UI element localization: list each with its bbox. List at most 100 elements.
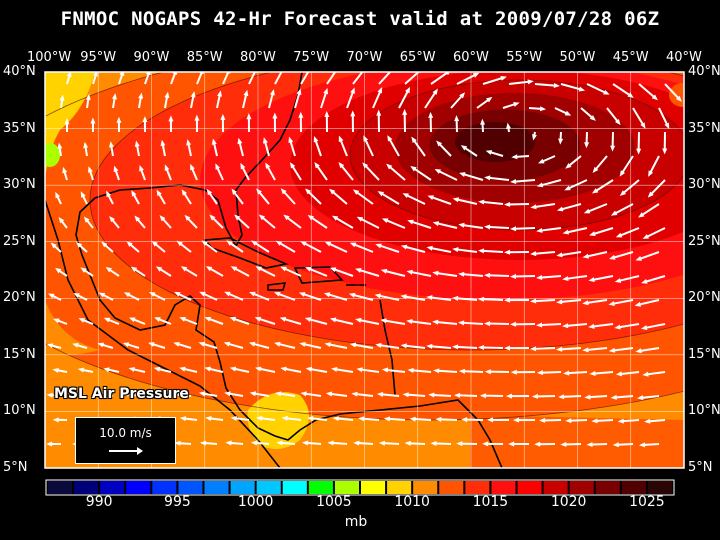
wind-arrow	[279, 316, 302, 325]
wind-arrow	[586, 442, 608, 448]
wind-arrow	[538, 155, 556, 164]
wind-arrow	[362, 162, 380, 181]
wind-arrow	[484, 369, 510, 375]
wind-arrow	[220, 113, 226, 133]
wind-arrow	[50, 242, 62, 253]
wind-arrow	[272, 112, 278, 133]
lon-label: 65°W	[399, 50, 436, 65]
lon-label: 50°W	[559, 50, 596, 65]
wind-arrow	[580, 107, 596, 121]
wind-arrow	[637, 395, 660, 401]
wind-arrow	[97, 342, 114, 349]
colorbar-swatch	[48, 481, 73, 494]
wind-arrow	[558, 394, 582, 400]
wind-arrow	[256, 415, 276, 421]
wind-arrow	[402, 193, 426, 205]
colorbar-tick-label: 1000	[237, 494, 274, 510]
wind-arrow	[479, 393, 504, 399]
wind-arrow	[103, 317, 120, 325]
wind-arrow	[90, 117, 96, 133]
wind-arrow	[428, 392, 452, 398]
colorbar-swatch	[465, 481, 490, 494]
wind-arrow	[240, 162, 250, 181]
wind-arrow	[194, 114, 200, 133]
wind-arrow	[338, 162, 354, 181]
wind-arrow	[46, 343, 62, 349]
wind-arrow	[452, 247, 478, 253]
wind-arrow	[118, 72, 125, 85]
wind-arrow	[62, 166, 68, 181]
wind-arrow	[198, 391, 218, 397]
wind-arrow	[190, 163, 198, 181]
wind-arrow	[562, 275, 588, 282]
colorbar-swatch	[491, 481, 516, 494]
wind-arrow	[430, 72, 451, 85]
wind-arrow	[383, 416, 406, 422]
wind-arrow	[215, 163, 224, 181]
wind-arrow	[155, 266, 172, 277]
wind-arrow	[126, 241, 140, 253]
wind-arrow	[513, 417, 536, 423]
wind-arrow	[610, 203, 634, 216]
lat-label-right: 25°N	[688, 233, 720, 249]
wind-arrow	[174, 291, 192, 301]
wind-arrow	[156, 189, 166, 205]
wind-arrow	[234, 214, 250, 229]
lon-label: 90°W	[133, 50, 170, 65]
colorbar-tick-label: 1010	[394, 494, 430, 510]
wind-arrow	[433, 368, 458, 374]
wind-arrow	[432, 221, 458, 229]
wind-arrow	[109, 141, 114, 157]
wind-arrow	[76, 242, 88, 253]
colorbar-unit: mb	[344, 514, 368, 530]
wind-arrow	[320, 87, 329, 109]
wind-arrow	[307, 415, 328, 421]
wind-arrow	[380, 318, 406, 325]
wind-arrow	[400, 343, 426, 349]
wind-arrow	[612, 83, 634, 98]
lon-label: 85°W	[186, 50, 223, 65]
wind-arrow	[560, 83, 586, 92]
wind-arrow	[298, 292, 322, 301]
wind-arrow	[72, 392, 88, 398]
wind-arrow	[174, 440, 192, 446]
lon-label: 80°W	[240, 50, 276, 65]
wind-arrow	[255, 266, 276, 277]
wind-arrow	[648, 155, 660, 177]
wind-arrow	[176, 240, 192, 253]
wind-arrow	[636, 131, 642, 155]
wind-arrow	[532, 131, 537, 141]
wind-arrow	[229, 366, 250, 373]
wind-arrow	[482, 441, 504, 447]
wind-arrow	[53, 318, 68, 325]
wind-arrow	[406, 319, 432, 325]
wind-arrow	[327, 440, 348, 446]
wind-arrow	[173, 391, 192, 397]
wind-arrow	[281, 415, 302, 421]
wind-arrow	[78, 318, 94, 325]
wind-arrow	[179, 416, 198, 422]
wind-arrow	[556, 346, 582, 352]
wind-arrow	[128, 367, 146, 373]
wind-arrow	[478, 296, 504, 302]
wind-arrow	[355, 268, 380, 277]
wind-arrow	[502, 102, 520, 109]
wind-arrow	[530, 298, 556, 304]
colorbar-swatch	[361, 481, 386, 494]
wind-arrow	[430, 440, 452, 446]
wind-arrow	[249, 291, 270, 301]
lat-label-right: 35°N	[688, 120, 720, 136]
wind-arrow	[632, 107, 646, 129]
wind-arrow	[164, 91, 170, 109]
wind-arrow	[275, 391, 296, 397]
wind-arrow	[52, 367, 68, 373]
wind-arrow	[410, 166, 432, 181]
wind-arrow	[556, 299, 582, 305]
wind-arrow	[484, 224, 510, 230]
wind-arrow	[338, 135, 348, 157]
wind-arrow	[563, 370, 588, 376]
lat-label-left: 10°N	[3, 403, 36, 419]
wind-arrow	[274, 341, 296, 349]
wind-arrow	[530, 203, 556, 210]
wind-arrow	[458, 368, 484, 374]
